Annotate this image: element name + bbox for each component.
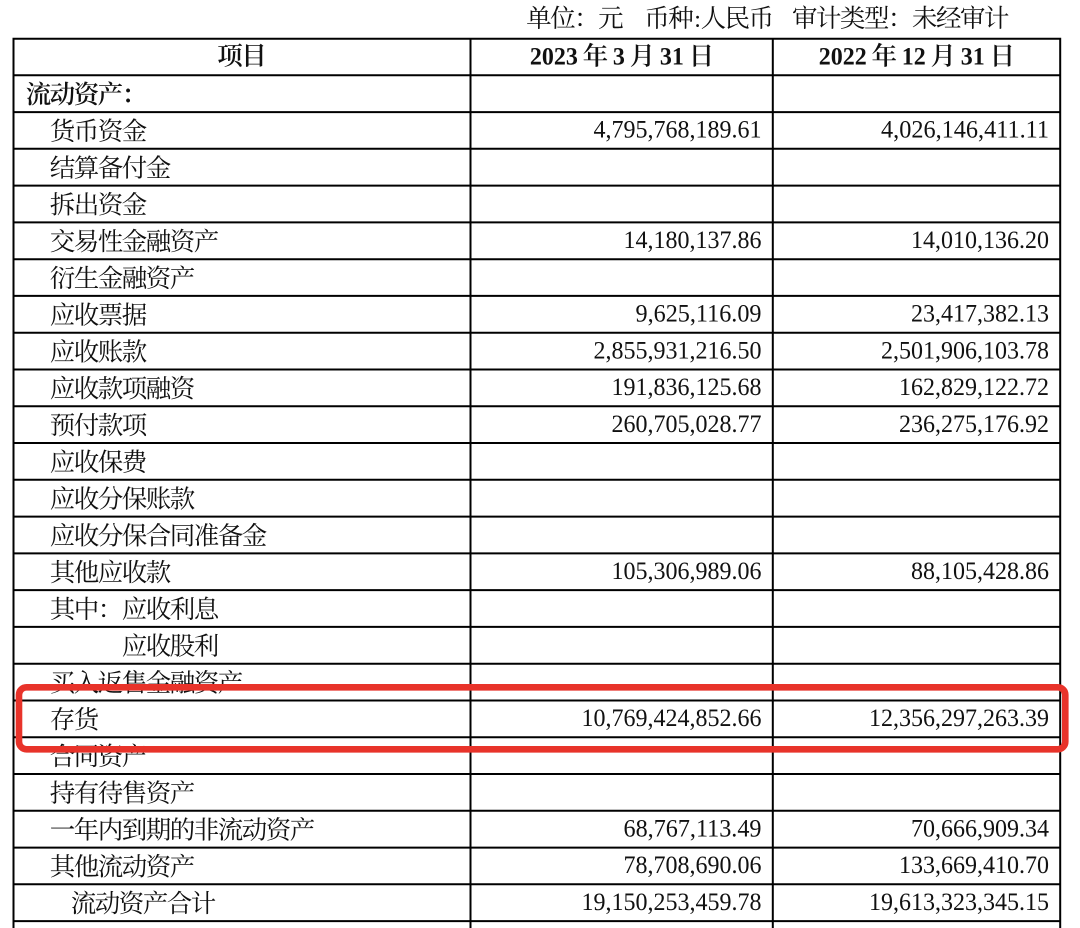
svg-text:31: 31 — [961, 44, 985, 71]
svg-text:12: 12 — [902, 44, 926, 71]
svg-text:4,026,146,411.11: 4,026,146,411.11 — [881, 117, 1049, 144]
svg-text:133,669,410.70: 133,669,410.70 — [899, 852, 1049, 879]
svg-text:14,010,136.20: 14,010,136.20 — [911, 227, 1049, 254]
svg-text:68,767,113.49: 68,767,113.49 — [624, 815, 762, 842]
svg-text:2022: 2022 — [819, 44, 867, 71]
svg-text:78,708,690.06: 78,708,690.06 — [624, 852, 762, 879]
svg-text::: : — [694, 7, 701, 33]
svg-text:70,666,909.34: 70,666,909.34 — [911, 815, 1049, 842]
svg-text:23,417,382.13: 23,417,382.13 — [911, 301, 1049, 328]
svg-text:14,180,137.86: 14,180,137.86 — [624, 227, 762, 254]
svg-text:105,306,989.06: 105,306,989.06 — [612, 558, 762, 585]
svg-text:236,275,176.92: 236,275,176.92 — [899, 411, 1049, 438]
svg-text:31: 31 — [660, 44, 684, 71]
svg-text:10,769,424,852.66: 10,769,424,852.66 — [582, 705, 762, 732]
svg-text:2023: 2023 — [530, 44, 578, 71]
svg-text:2,855,931,216.50: 2,855,931,216.50 — [594, 337, 762, 364]
svg-text:3: 3 — [613, 44, 625, 71]
svg-text:9,625,116.09: 9,625,116.09 — [636, 301, 762, 328]
svg-text:19,150,253,459.78: 19,150,253,459.78 — [582, 889, 762, 916]
svg-text:19,613,323,345.15: 19,613,323,345.15 — [869, 889, 1049, 916]
svg-text:2,501,906,103.78: 2,501,906,103.78 — [881, 337, 1049, 364]
svg-text:162,829,122.72: 162,829,122.72 — [899, 374, 1049, 401]
svg-text:88,105,428.86: 88,105,428.86 — [911, 558, 1049, 585]
svg-text:12,356,297,263.39: 12,356,297,263.39 — [869, 705, 1049, 732]
svg-text:191,836,125.68: 191,836,125.68 — [612, 374, 762, 401]
svg-text:260,705,028.77: 260,705,028.77 — [612, 411, 762, 438]
svg-text:4,795,768,189.61: 4,795,768,189.61 — [594, 117, 762, 144]
